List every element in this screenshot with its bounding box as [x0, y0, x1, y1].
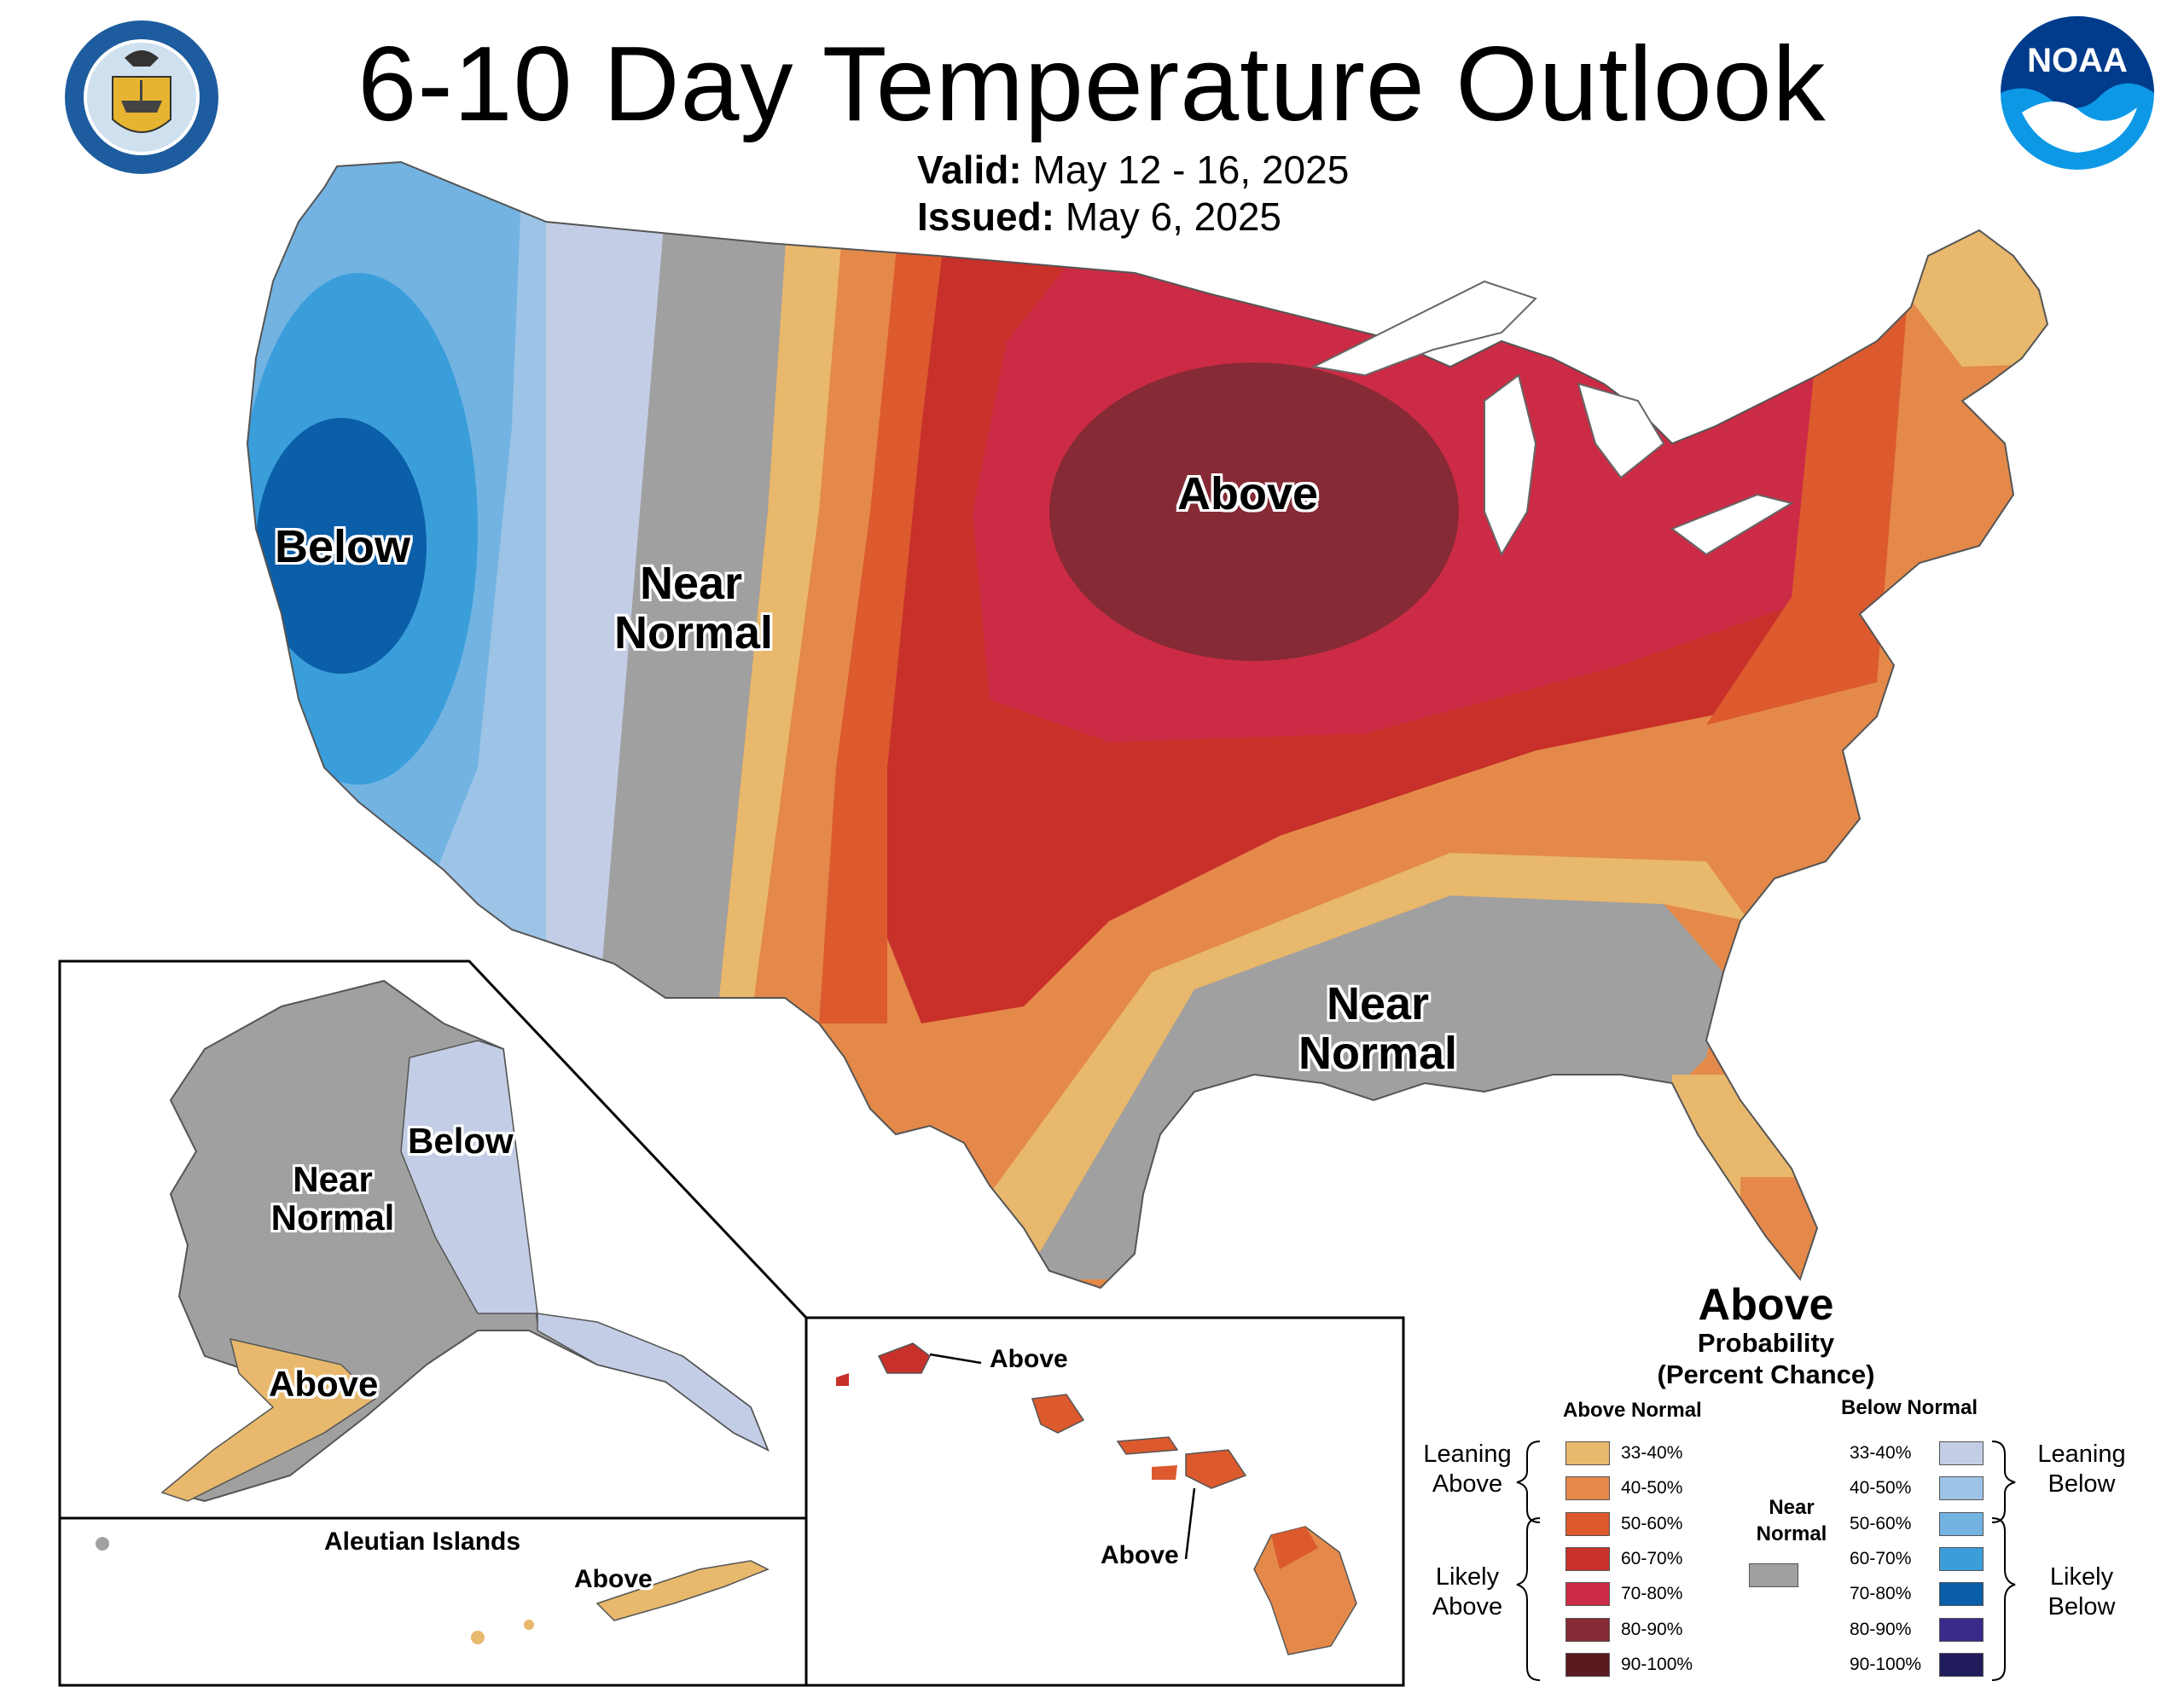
above-swatch-label-4: 70-80% — [1621, 1584, 1683, 1604]
issued-label: Issued: — [917, 194, 1055, 239]
above-swatch-label-1: 40-50% — [1621, 1478, 1683, 1499]
lake-superior — [1310, 280, 1537, 377]
above-swatch-1 — [1565, 1476, 1610, 1501]
issued-date: Issued: May 6, 2025 — [917, 194, 1281, 240]
below-swatch-5 — [1939, 1617, 1984, 1642]
below-swatch-label-3: 60-70% — [1850, 1548, 1912, 1568]
below-swatch-label-4: 70-80% — [1850, 1584, 1912, 1604]
above-swatch-label-2: 50-60% — [1621, 1513, 1683, 1533]
below-swatch-label-5: 80-90% — [1850, 1619, 1912, 1639]
below-swatch-label-1: 40-50% — [1850, 1478, 1912, 1499]
lake-michigan — [1484, 374, 1537, 557]
valid-label: Valid: — [917, 148, 1022, 192]
above-swatch-label-6: 90-100% — [1621, 1654, 1693, 1674]
alaska-near-normal-label: Near Normal — [270, 1159, 395, 1238]
lake-huron — [1577, 382, 1665, 479]
aleutian-title: Aleutian Islands — [324, 1528, 521, 1556]
above-swatch-label-3: 60-70% — [1621, 1548, 1683, 1568]
above-swatch-label-5: 80-90% — [1621, 1619, 1683, 1639]
below-normal-title: Below Normal — [1841, 1396, 1978, 1419]
above-swatch-0 — [1565, 1441, 1610, 1465]
conus-near-normal-west-label: Near Normal — [614, 558, 774, 659]
above-swatch-5 — [1565, 1617, 1610, 1642]
leaning-below-label: Leaning Below — [2037, 1441, 2126, 1498]
alaska-below-label: Below — [408, 1121, 514, 1161]
below-swatch-4 — [1939, 1582, 1984, 1607]
legend-brackets — [1516, 1441, 2016, 1681]
near-normal-swatch — [1749, 1563, 1798, 1587]
legend-subtitle-probability: Probability — [1697, 1328, 1835, 1358]
noaa-logo-text: NOAA — [2027, 42, 2128, 79]
valid-dates: Valid: May 12 - 16, 2025 — [917, 147, 1349, 193]
above-swatch-label-0: 33-40% — [1621, 1443, 1683, 1463]
likely-above-label: Likely Above — [1432, 1563, 1503, 1620]
issued-value: May 6, 2025 — [1065, 194, 1281, 239]
below-swatch-label-0: 33-40% — [1850, 1443, 1912, 1463]
conus-near-normal-se-label: Near Normal — [1298, 978, 1458, 1080]
hawaii-above-maui-label: Above — [1101, 1541, 1179, 1569]
likely-below-label: Likely Below — [2048, 1563, 2116, 1620]
above-swatch-6 — [1565, 1652, 1610, 1677]
near-normal-legend-label: Near Normal — [1756, 1496, 1827, 1546]
below-swatch-label-2: 50-60% — [1850, 1513, 1912, 1533]
above-swatch-2 — [1565, 1511, 1610, 1536]
conus-outline — [246, 160, 2049, 1290]
valid-value: May 12 - 16, 2025 — [1032, 148, 1350, 192]
below-swatch-0 — [1939, 1441, 1984, 1465]
alaska-inset — [58, 959, 808, 1520]
hawaii-above-kauai-label: Above — [990, 1345, 1068, 1373]
noaa-logo: NOAA — [2001, 16, 2154, 170]
legend-subtitle-percent: (Percent Chance) — [1657, 1359, 1875, 1389]
aleutian-inset — [58, 1516, 808, 1687]
page-title: 6-10 Day Temperature Outlook — [357, 26, 1827, 143]
legend-heading: Above — [1698, 1280, 1834, 1330]
conus-above-label: Above — [1177, 468, 1319, 519]
conus-below-label: Below — [275, 521, 411, 572]
below-swatch-label-6: 90-100% — [1850, 1654, 1922, 1674]
below-swatch-2 — [1939, 1511, 1984, 1536]
alaska-above-label: Above — [269, 1364, 379, 1404]
above-swatch-3 — [1565, 1546, 1610, 1571]
lake-erie — [1670, 493, 1794, 556]
hawaii-inset — [804, 1316, 1405, 1687]
above-normal-title: Above Normal — [1563, 1399, 1702, 1422]
below-swatch-3 — [1939, 1546, 1984, 1571]
leaning-above-label: Leaning Above — [1423, 1441, 1512, 1498]
below-swatch-6 — [1939, 1652, 1984, 1677]
below-swatch-1 — [1939, 1476, 1984, 1501]
commerce-seal-logo — [65, 20, 218, 174]
above-swatch-4 — [1565, 1582, 1610, 1607]
aleutian-above-label: Above — [574, 1565, 653, 1593]
